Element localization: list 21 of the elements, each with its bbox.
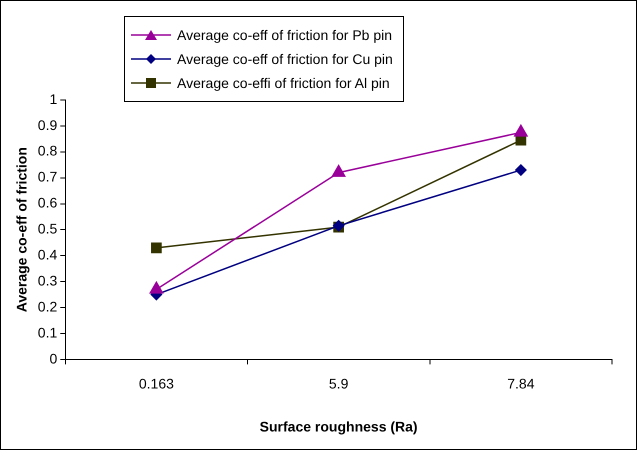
y-tick-label: 0.4 [38,246,58,262]
y-tick-label: 0.5 [38,220,58,237]
point [151,242,162,254]
y-axis-title: Average co-eff of friction [13,147,30,312]
x-tick-label: 7.84 [507,376,535,392]
legend-label: Average co-eff of friction for Cu pin [177,51,393,67]
y-tick-label: 0.8 [38,142,58,159]
y-tick-label: 0.7 [38,168,58,185]
legend-label: Average co-eff of friction for Pb pin [177,27,392,43]
y-tick-label: 0.9 [38,116,58,133]
y-tick-label: 0 [49,350,58,366]
x-tick-label: 5.9 [328,376,349,392]
x-tick-label: 0.163 [138,376,174,392]
y-tick-label: 0.1 [38,324,58,340]
y-tick-label: 1 [49,90,58,107]
x-axis-title: Surface roughness (Ra) [260,418,418,434]
y-tick-label: 0.3 [38,272,58,288]
legend-label: Average co-effi of friction for Al pin [177,75,390,91]
point [515,164,527,176]
y-tick-label: 0.6 [38,194,58,211]
y-tick-label: 0.2 [38,298,58,314]
